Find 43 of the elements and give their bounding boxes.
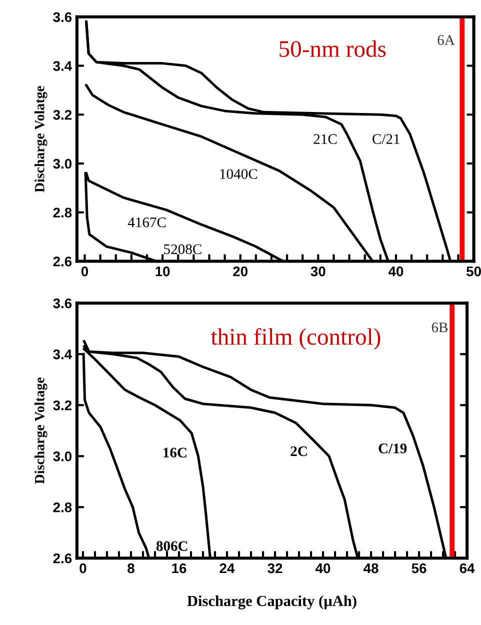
x-tick-label: 32 xyxy=(268,563,282,574)
text: 50-nm rods xyxy=(280,40,386,57)
y-tick-label: 2.6 xyxy=(53,553,72,564)
x-tick-label: 0 xyxy=(80,563,86,574)
y-tick-label: 3.4 xyxy=(53,61,72,71)
y-axis-title: Discharge Voltage xyxy=(34,378,48,484)
x-tick-label: 50 xyxy=(466,266,481,276)
x-tick-label: 0 xyxy=(81,266,88,276)
x-tick-label: 40 xyxy=(388,266,404,276)
series-label: 1040C xyxy=(220,169,258,179)
annotation: 6B xyxy=(432,322,448,332)
y-axis-title: Discharge Volatge xyxy=(34,86,48,192)
x-tick-label: 64 xyxy=(460,563,475,574)
y-tick-label: 3.0 xyxy=(53,451,72,462)
x-tick-label: 20 xyxy=(233,266,248,276)
series-label: 21C xyxy=(314,134,337,144)
x-tick-label: 40 xyxy=(316,563,330,574)
series-label: 806C xyxy=(156,541,188,551)
x-tick-label: 10 xyxy=(156,266,170,276)
x-tick-label: 56 xyxy=(412,563,426,574)
annotation: 6A xyxy=(438,35,455,45)
series-label: 5208C xyxy=(164,244,202,254)
y-tick-label: 2.8 xyxy=(53,502,72,512)
series-label: 4167C xyxy=(128,217,166,228)
y-tick-label: 2.6 xyxy=(53,256,72,266)
y-tick-label: 3.2 xyxy=(53,400,72,410)
x-tick-label: 8 xyxy=(128,563,134,574)
y-tick-label: 2.8 xyxy=(53,208,72,218)
x-tick-label: 16 xyxy=(172,563,186,574)
y-tick-label: 3.0 xyxy=(53,158,72,169)
y-tick-label: 3.4 xyxy=(53,349,72,360)
text: thin film (control) xyxy=(210,328,380,350)
series-label: C/19 xyxy=(378,444,407,454)
x-tick-label: 48 xyxy=(364,563,378,574)
x-tick-label: 30 xyxy=(310,266,326,276)
series-label: 2C xyxy=(290,446,307,456)
x-tick-label: 24 xyxy=(220,563,235,574)
y-tick-label: 3.6 xyxy=(53,12,72,22)
x-axis-title: Discharge Capacity (µAh) xyxy=(187,595,356,610)
series-label: 16C xyxy=(164,448,186,458)
y-tick-label: 3.6 xyxy=(53,298,72,308)
series-label: C/21 xyxy=(372,134,400,144)
y-tick-label: 3.2 xyxy=(53,110,72,120)
